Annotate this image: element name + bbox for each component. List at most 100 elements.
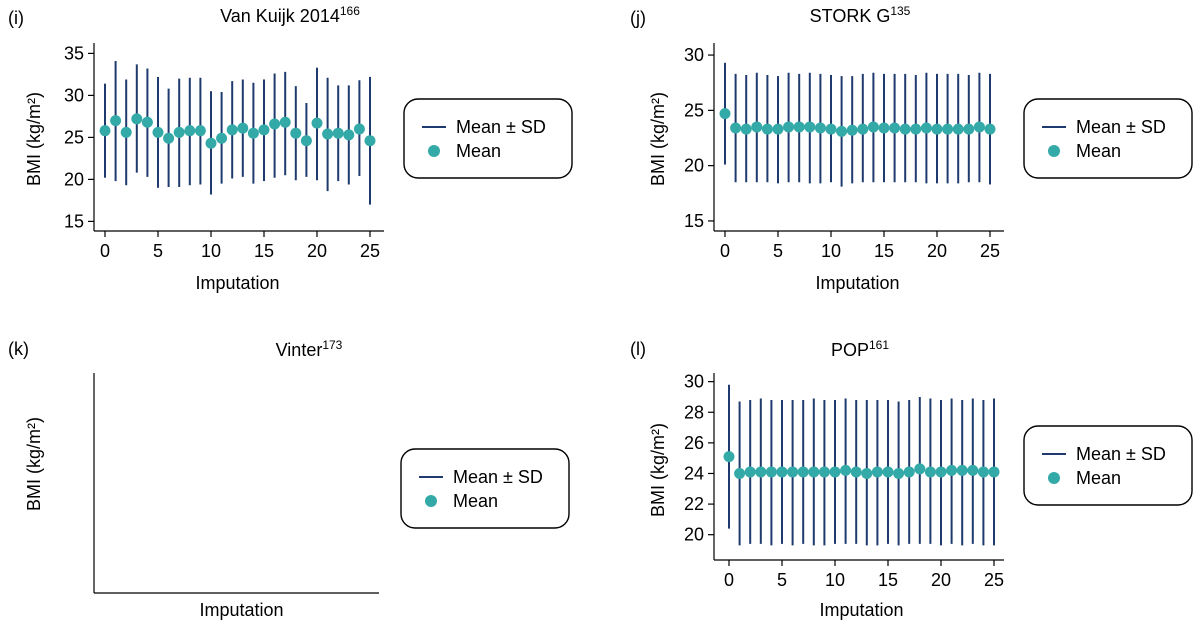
mean-point	[829, 466, 841, 478]
mean-point	[99, 125, 111, 137]
x-tick-label: 10	[201, 241, 221, 261]
legend: Mean ± SD Mean	[1023, 425, 1193, 506]
mean-point	[988, 466, 1000, 478]
x-tick-label: 25	[984, 570, 1004, 590]
mean-point	[984, 123, 996, 135]
mean-point	[804, 121, 816, 133]
x-tick-label: 25	[980, 241, 1000, 261]
y-tick-label: 30	[684, 45, 704, 65]
mean-point	[226, 124, 238, 136]
mean-point	[163, 132, 175, 144]
mean-point	[956, 464, 968, 476]
mean-point	[772, 123, 784, 135]
mean-point	[740, 123, 752, 135]
mean-point	[184, 125, 196, 137]
mean-point	[744, 466, 756, 478]
x-tick-label: 5	[777, 570, 787, 590]
mean-point	[237, 122, 249, 134]
mean-point	[931, 123, 943, 135]
mean-point	[120, 126, 132, 138]
x-tick-label: 15	[254, 241, 274, 261]
mean-point	[765, 466, 777, 478]
y-tick-label: 35	[64, 43, 84, 63]
mean-point	[903, 466, 915, 478]
x-axis-label: Imputation	[815, 273, 899, 293]
mean-point	[141, 116, 153, 128]
y-tick-label: 25	[684, 100, 704, 120]
x-tick-label: 20	[927, 241, 947, 261]
x-tick-label: 25	[360, 241, 380, 261]
y-tick-label: 20	[684, 156, 704, 176]
chart-title-text: STORK G	[810, 6, 891, 26]
panel-label: (k)	[8, 339, 29, 359]
legend: Mean ± SD Mean	[400, 448, 570, 529]
x-tick-label: 5	[153, 241, 163, 261]
y-tick-label: 24	[684, 463, 704, 483]
mean-point	[279, 116, 291, 128]
chart-title-text: Van Kuijk 2014	[220, 6, 340, 26]
mean-point	[857, 123, 869, 135]
mean-point	[776, 466, 788, 478]
mean-point	[867, 121, 879, 133]
mean-point	[719, 108, 731, 120]
x-tick-label: 10	[821, 241, 841, 261]
legend-marker-swatch	[1048, 472, 1060, 484]
mean-point	[194, 125, 206, 137]
legend-box	[403, 98, 573, 179]
mean-point	[216, 132, 228, 144]
x-tick-label: 20	[307, 241, 327, 261]
mean-point	[882, 466, 894, 478]
mean-point	[871, 466, 883, 478]
chart-title-superscript: 173	[322, 338, 342, 352]
x-axis-label: Imputation	[199, 600, 283, 620]
y-tick-label: 28	[684, 402, 704, 422]
mean-point	[300, 135, 312, 147]
mean-point	[814, 122, 826, 134]
y-axis-label: BMI (kg/m²)	[24, 417, 44, 511]
y-tick-label: 20	[684, 525, 704, 545]
mean-point	[914, 463, 926, 475]
mean-point	[924, 466, 936, 478]
legend-box	[1023, 425, 1193, 506]
mean-point	[311, 117, 323, 129]
mean-point	[836, 125, 848, 137]
mean-point	[889, 122, 901, 134]
legend-line-label: Mean ± SD	[1076, 444, 1166, 464]
y-tick-label: 20	[64, 169, 84, 189]
x-tick-label: 15	[878, 570, 898, 590]
x-tick-label: 0	[100, 241, 110, 261]
mean-point	[963, 123, 975, 135]
chart-title-text: POP	[831, 340, 869, 360]
mean-point	[755, 466, 767, 478]
mean-point	[910, 123, 922, 135]
mean-point	[723, 451, 735, 463]
mean-point	[850, 466, 862, 478]
y-axis-label: BMI (kg/m²)	[24, 92, 44, 186]
chart-panel-k: (k) Vinter173 BMI (kg/m²) Imputation Mean ± …	[8, 338, 570, 620]
mean-point	[825, 123, 837, 135]
mean-point	[861, 467, 873, 479]
mean-point	[364, 135, 376, 147]
legend-marker-label: Mean	[1076, 468, 1121, 488]
mean-point	[920, 122, 932, 134]
x-tick-label: 10	[825, 570, 845, 590]
mean-point	[110, 115, 122, 127]
legend: Mean ± SD Mean	[403, 98, 573, 179]
legend-box	[400, 448, 570, 529]
panel-label: (j)	[630, 8, 646, 28]
legend-line-label: Mean ± SD	[456, 117, 546, 137]
mean-point	[734, 467, 746, 479]
chart-title: STORK G135	[810, 4, 911, 26]
mean-point	[840, 464, 852, 476]
mean-point	[935, 466, 947, 478]
chart-title: Van Kuijk 2014166	[220, 4, 360, 26]
mean-point	[783, 121, 795, 133]
mean-point	[818, 466, 830, 478]
legend-box	[1023, 98, 1193, 179]
mean-point	[258, 124, 270, 136]
mean-point	[761, 123, 773, 135]
chart-title: Vinter173	[276, 338, 343, 360]
legend-line-label: Mean ± SD	[453, 467, 543, 487]
legend-marker-swatch	[428, 145, 440, 157]
